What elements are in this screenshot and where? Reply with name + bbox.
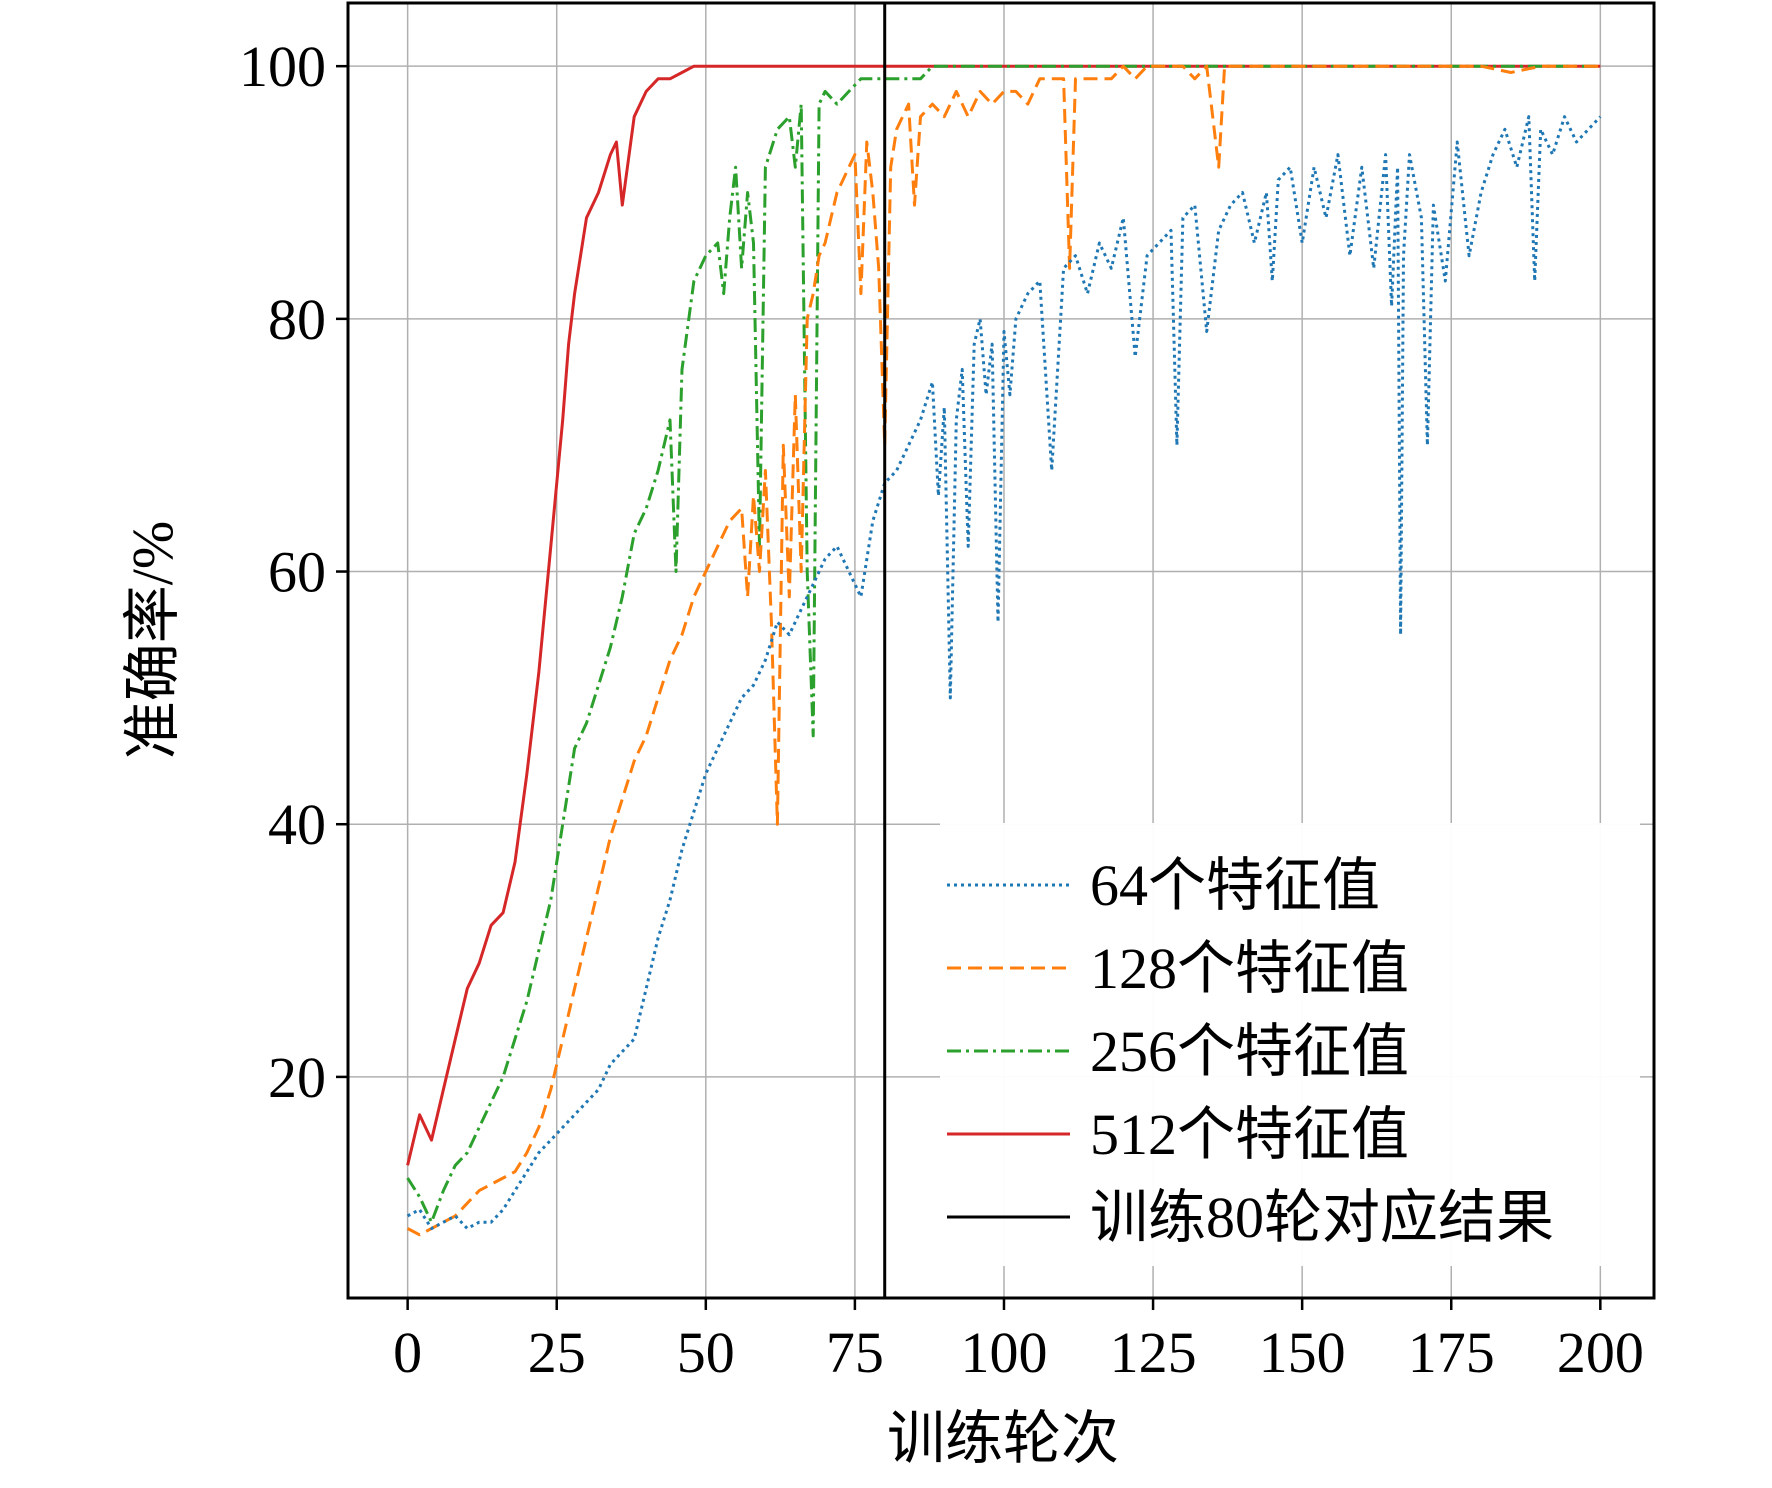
x-tick-label: 200 <box>1557 1320 1644 1385</box>
legend-label-4: 512个特征值 <box>1090 1102 1409 1167</box>
legend-label-5: 训练80轮对应结果 <box>1090 1185 1554 1250</box>
series-group <box>406 64 1602 1237</box>
x-tick-label: 125 <box>1110 1320 1197 1385</box>
y-axis-label: 准确率/% <box>120 521 185 759</box>
series-line-3 <box>406 64 1601 1224</box>
x-axis-label: 训练轮次 <box>887 1406 1119 1471</box>
x-tick-label: 75 <box>826 1320 884 1385</box>
legend-label-1: 64个特征值 <box>1090 853 1380 918</box>
y-tick-label: 40 <box>268 792 326 857</box>
x-tick-label: 25 <box>528 1320 586 1385</box>
y-tick-label: 80 <box>268 287 326 352</box>
legend-label-3: 256个特征值 <box>1090 1019 1409 1084</box>
plot-frame <box>346 1 1656 1300</box>
y-tick-label: 60 <box>268 540 326 605</box>
y-tick-label: 20 <box>268 1045 326 1110</box>
x-tick-label: 100 <box>960 1320 1047 1385</box>
series-line-2 <box>406 64 1601 1237</box>
x-tick-label: 50 <box>677 1320 735 1385</box>
x-tick-label: 0 <box>393 1320 422 1385</box>
series-line-4 <box>406 64 1601 1166</box>
legend-box <box>940 823 1640 1266</box>
y-tick-label: 100 <box>239 34 326 99</box>
axis-ticks: 0 25 50 75 100 125 150 175 200 20 40 60 80 100 <box>239 34 1644 1385</box>
legend-label-2: 128个特征值 <box>1090 936 1409 1001</box>
series-line-1 <box>406 115 1602 1230</box>
x-tick-label: 175 <box>1408 1320 1495 1385</box>
x-tick-label: 150 <box>1259 1320 1346 1385</box>
